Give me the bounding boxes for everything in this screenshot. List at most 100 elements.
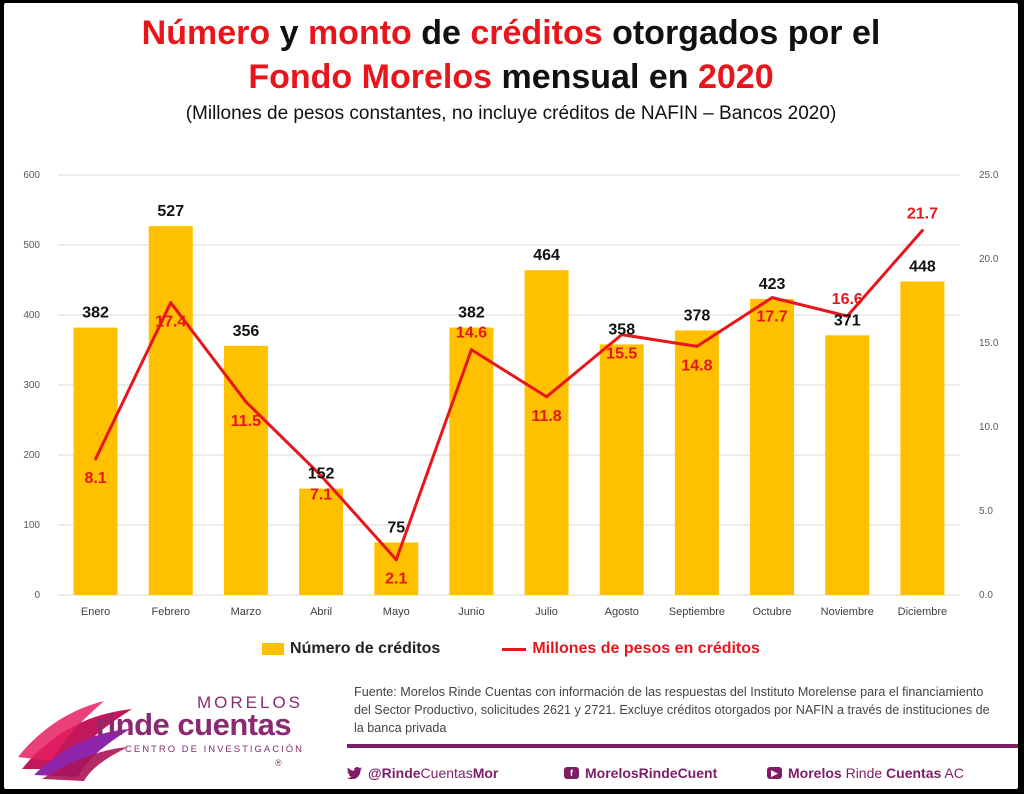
legend-swatch-bar [262,643,285,655]
line-point [920,228,924,232]
youtube-part: AC [941,765,964,781]
line-point [319,474,323,478]
logo-morelos: MORELOS [197,693,304,712]
y-left-tick-label: 200 [23,450,40,461]
bar-value-label: 356 [233,323,260,340]
y-right-tick-label: 5.0 [979,506,993,517]
y-left-tick-label: 0 [34,590,40,601]
logo-centro: CENTRO DE INVESTIGACIÓN [125,744,305,755]
x-tick-label: Marzo [231,606,262,618]
twitter-part: Cuentas [420,765,473,781]
line-point [169,301,173,305]
title-word: otorgados por el [602,14,881,52]
title-word-creditos: créditos [470,14,603,52]
bar [73,327,118,595]
youtube-part: Morelos [788,765,842,781]
combo-chart: 382 527 356 152 75 382 464 358 378 423 371 448 8.1 17… [23,170,999,618]
facebook-handle[interactable]: f MorelosRindeCuent [564,765,717,781]
bar [750,298,795,595]
legend-label-bars: Número de créditos [290,640,441,657]
title-word-monto: monto [307,14,412,52]
line-value-label: 8.1 [84,470,106,487]
bar [299,488,344,595]
feather-logo-icon [18,701,132,781]
y-right-tick-label: 0.0 [979,590,993,601]
chart-subtitle: (Millones de pesos constantes, no incluy… [185,103,837,124]
x-tick-label: Julio [535,606,558,618]
line-value-label: 2.1 [385,571,407,588]
bar-value-label: 382 [458,305,485,322]
youtube-part: Rinde [841,765,887,781]
bar [374,542,419,595]
x-tick-label: Abril [310,606,332,618]
x-tick-label: Octubre [753,606,792,618]
line-value-label: 11.8 [531,408,561,425]
bar-value-label: 382 [82,305,109,322]
twitter-part: @Rinde [368,765,421,781]
registered-mark: ® [275,758,282,768]
line-point [545,395,549,399]
x-tick-label: Noviembre [821,606,874,618]
axes: 0 100 200 300 400 500 600 0.0 5.0 10.0 15.0 20.0 25.… [23,170,999,618]
line-value-label: 7.1 [310,487,332,504]
y-left-tick-label: 300 [23,380,40,391]
bar-value-label: 448 [909,258,936,275]
bars [73,226,945,595]
bar [148,226,193,595]
source-note: Fuente: Morelos Rinde Cuentas con inform… [354,685,990,735]
bar [449,327,494,595]
line-point [394,558,398,562]
title-word-year: 2020 [697,58,774,96]
twitter-handle[interactable]: @RindeCuentasMor [347,765,498,781]
y-left-tick-label: 600 [23,170,40,181]
line-value-label: 21.7 [907,205,938,222]
legend-swatch-line [502,647,527,651]
title-word: de [411,14,471,52]
line-point [770,296,774,300]
title-word: mensual en [492,58,698,96]
legend-label-line: Millones de pesos en créditos [532,640,760,657]
data-labels: 382 527 356 152 75 382 464 358 378 423 371 448 8.1 17… [82,203,938,588]
line-point [620,333,624,337]
line-point [695,344,699,348]
line-value-label: 17.4 [155,314,186,331]
x-tick-label: Febrero [151,606,190,618]
twitter-icon [347,767,362,779]
bar [223,345,268,595]
line-point [94,457,98,461]
bar [674,330,719,595]
y-right-tick-label: 10.0 [979,422,999,433]
facebook-label: MorelosRindeCuent [585,765,718,781]
x-tick-label: Mayo [383,606,410,618]
x-tick-label: Enero [81,606,110,618]
line-point [845,314,849,318]
y-right-tick-label: 25.0 [979,170,999,181]
bar-value-label: 464 [533,247,560,264]
bar [900,281,945,595]
x-tick-label: Junio [458,606,484,618]
title-word: y [270,14,308,52]
line-point [244,400,248,404]
chart-title: Número y monto de créditos otorgados por… [4,11,1018,99]
bar [524,270,569,595]
line-series [94,228,924,562]
bar-value-label: 358 [608,321,635,338]
bar-value-label: 423 [759,276,786,293]
youtube-handle[interactable]: ▶ Morelos Rinde Cuentas AC [767,765,964,781]
logo-rinde-cuentas: rinde cuentas [96,707,292,742]
x-tick-label: Diciembre [898,606,948,618]
line-value-label: 16.6 [832,291,863,308]
bar [599,344,644,595]
title-word-fondo-morelos: Fondo Morelos [248,58,493,96]
chart-legend: Número de créditos Millones de pesos en … [4,637,1018,661]
twitter-part: Mor [472,765,499,781]
line-value-label: 17.7 [757,309,788,326]
line-value-label: 15.5 [606,346,637,363]
footer-divider [347,744,1018,748]
facebook-icon: f [564,767,579,779]
line-value-label: 14.6 [456,325,487,342]
bar [825,335,870,595]
bar-value-label: 152 [308,466,335,483]
bar-value-label: 371 [834,312,861,329]
bar-value-label: 75 [387,520,405,537]
